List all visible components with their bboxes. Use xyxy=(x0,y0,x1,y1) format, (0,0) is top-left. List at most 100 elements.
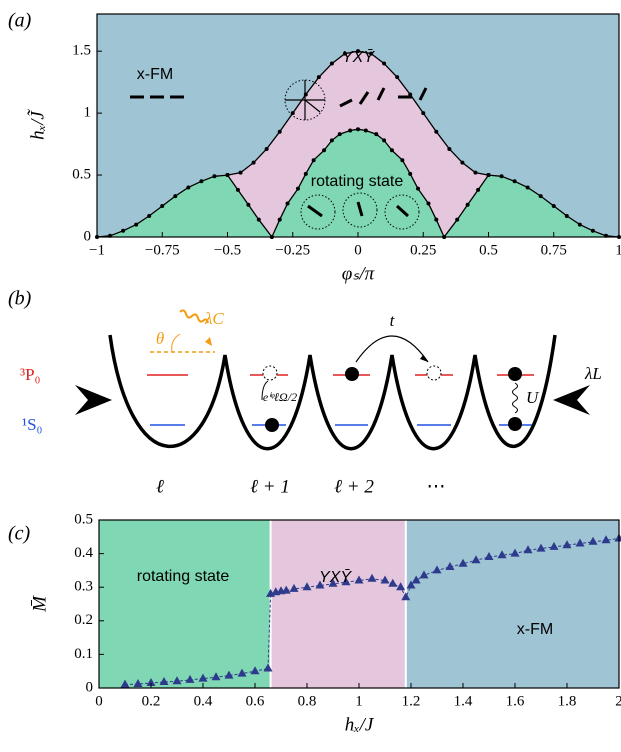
data-point xyxy=(133,679,143,687)
boundary-point xyxy=(225,173,230,178)
y-tick-label: 0.2 xyxy=(74,612,93,628)
tunneling-arrow xyxy=(355,335,429,363)
arrow-head xyxy=(420,355,428,362)
boundary-point xyxy=(134,222,139,227)
boundary-point xyxy=(238,170,243,175)
x-tick-label: 0 xyxy=(95,693,103,709)
data-point xyxy=(401,592,411,601)
boundary-point xyxy=(311,158,316,163)
y-tick-label: 0.3 xyxy=(74,579,93,595)
boundary-point xyxy=(337,132,342,137)
interaction-label: U xyxy=(526,388,540,407)
x-tick-label: −0.5 xyxy=(214,242,241,258)
boundary-point xyxy=(486,173,491,178)
coupling-arrow xyxy=(261,380,269,401)
boundary-point xyxy=(290,111,295,116)
x-tick-label: 0.2 xyxy=(142,693,161,709)
data-point xyxy=(224,670,234,679)
boundary-point xyxy=(285,201,290,206)
tunneling-label: t xyxy=(390,311,396,330)
angle-arc xyxy=(171,333,181,353)
boundary-point xyxy=(348,128,353,133)
lattice-potential xyxy=(108,334,557,451)
data-point xyxy=(388,578,398,587)
x-tick-label: 2 xyxy=(615,693,621,709)
boundary-point xyxy=(316,75,321,80)
boundary-point xyxy=(460,160,465,165)
boundary-point xyxy=(303,171,308,176)
y-tick-label: 0 xyxy=(86,679,94,695)
data-point xyxy=(510,548,520,557)
x-tick-label: 1.6 xyxy=(506,693,525,709)
atom xyxy=(508,417,522,431)
x-tick-label: 1 xyxy=(355,693,363,709)
data-point xyxy=(198,673,208,682)
data-point xyxy=(263,663,273,672)
boundary-point xyxy=(277,217,282,222)
arrow-head xyxy=(205,337,212,346)
data-point xyxy=(562,540,572,549)
panel-label: (b) xyxy=(8,288,32,310)
x-tick-label: 0.4 xyxy=(194,693,213,709)
boundary-point xyxy=(199,179,204,184)
atom xyxy=(345,367,359,381)
boundary-point xyxy=(476,187,481,192)
boundary-point xyxy=(235,187,240,192)
y-tick-label: 0.4 xyxy=(74,545,93,561)
spiral-spins xyxy=(339,87,428,108)
y-tick-label: 1 xyxy=(84,105,92,121)
boundary-point xyxy=(186,185,191,190)
boundary-point xyxy=(408,171,413,176)
boundary-point xyxy=(342,51,347,56)
boundary-point xyxy=(551,204,556,209)
boundary-point xyxy=(538,194,543,199)
region xyxy=(99,520,271,688)
boundary-point xyxy=(256,217,261,222)
region xyxy=(444,175,619,237)
region-label: x-FM xyxy=(517,621,553,638)
angle-label: θ xyxy=(156,329,164,348)
empty-site xyxy=(262,365,278,381)
boundary-point xyxy=(525,185,530,190)
boundary-point xyxy=(277,129,282,134)
data-point xyxy=(484,552,494,560)
data-point xyxy=(146,678,156,686)
x-tick-label: 1.4 xyxy=(454,693,473,709)
data-point xyxy=(354,575,364,584)
data-point xyxy=(406,580,416,589)
spin-axes xyxy=(285,80,325,120)
y-axis-label: hₓ/J̃ xyxy=(27,109,48,140)
data-point xyxy=(237,668,247,677)
data-point xyxy=(211,672,221,681)
lattice-diagram: (b) ³P₀ ¹S₀ λC θ t eⁱᵠℓΩ/2 U λL ℓ ℓ + 1 xyxy=(8,288,602,498)
boundary-point xyxy=(329,61,334,66)
data-point xyxy=(458,558,468,567)
boundary-point xyxy=(434,217,439,222)
boundary-point xyxy=(564,213,569,218)
boundary-point xyxy=(173,194,178,199)
x-tick-label: 0.6 xyxy=(246,693,265,709)
boundary-point xyxy=(322,148,327,153)
boundary-point xyxy=(465,202,470,207)
panel-label: (a) xyxy=(8,10,32,32)
region-label: rotating state xyxy=(137,568,230,585)
panel-label: (c) xyxy=(8,523,31,545)
lattice-beam xyxy=(553,385,590,415)
clock-laser xyxy=(179,309,209,324)
data-point xyxy=(575,538,585,547)
excited-state-label: ³P₀ xyxy=(20,365,41,384)
boundary-point xyxy=(434,129,439,134)
boundary-point xyxy=(590,228,595,233)
x-tick-label: 0.8 xyxy=(298,693,317,709)
data-point xyxy=(588,536,598,545)
region xyxy=(270,520,406,688)
y-axis-label: M̄ xyxy=(29,595,50,613)
boundary-point xyxy=(160,204,165,209)
lattice-laser-label: λL xyxy=(584,364,602,383)
site-label: ℓ xyxy=(156,476,164,497)
x-tick-label: 0 xyxy=(354,242,362,258)
boundary-point xyxy=(577,222,582,227)
site-label: ℓ + 2 xyxy=(334,476,374,497)
x-tick-label: −0.25 xyxy=(275,242,310,258)
